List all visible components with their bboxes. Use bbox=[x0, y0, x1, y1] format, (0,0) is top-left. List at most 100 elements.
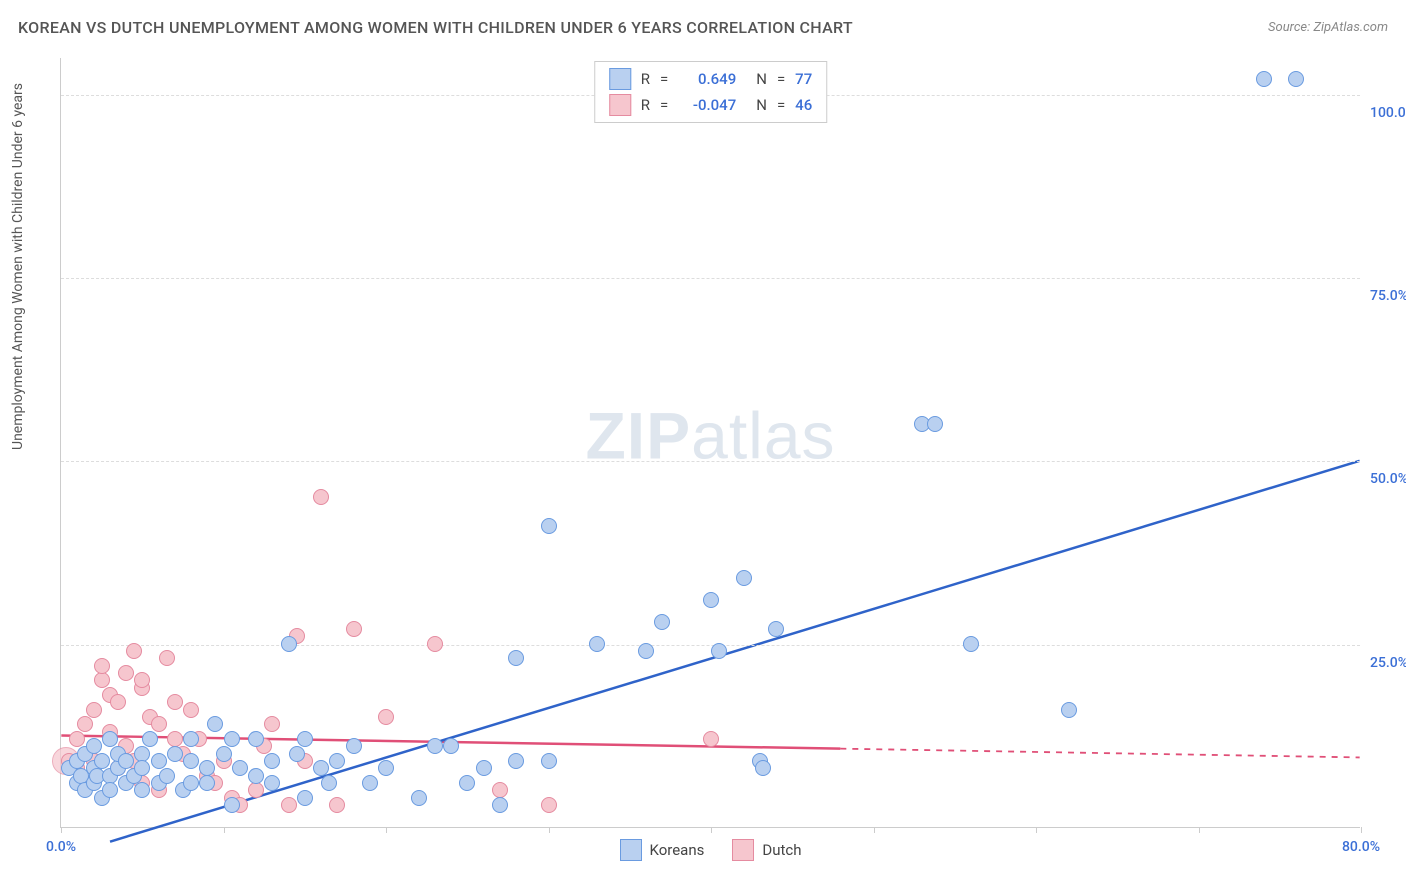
scatter-point-korean bbox=[183, 731, 199, 747]
x-tick bbox=[224, 827, 225, 833]
scatter-point-korean bbox=[768, 621, 784, 637]
scatter-point-korean bbox=[411, 790, 427, 806]
scatter-point-dutch bbox=[264, 716, 280, 732]
legend-swatch-dutch bbox=[732, 839, 754, 861]
scatter-point-korean bbox=[589, 636, 605, 652]
scatter-point-korean bbox=[508, 650, 524, 666]
legend-swatch-korean bbox=[620, 839, 642, 861]
scatter-point-korean bbox=[102, 782, 118, 798]
scatter-point-korean bbox=[134, 746, 150, 762]
scatter-point-dutch bbox=[313, 489, 329, 505]
scatter-point-korean bbox=[199, 760, 215, 776]
scatter-point-dutch bbox=[183, 702, 199, 718]
chart-title: KOREAN VS DUTCH UNEMPLOYMENT AMONG WOMEN… bbox=[18, 18, 853, 37]
legend-item-dutch: Dutch bbox=[732, 839, 801, 861]
scatter-point-dutch bbox=[86, 702, 102, 718]
scatter-point-korean bbox=[638, 643, 654, 659]
scatter-point-korean bbox=[134, 782, 150, 798]
scatter-point-korean bbox=[443, 738, 459, 754]
y-tick-label: 50.0% bbox=[1370, 471, 1406, 487]
scatter-point-dutch bbox=[94, 658, 110, 674]
legend-row-korean: R=0.649N=77 bbox=[609, 68, 812, 90]
scatter-point-korean bbox=[224, 797, 240, 813]
scatter-point-dutch bbox=[134, 672, 150, 688]
scatter-point-dutch bbox=[427, 636, 443, 652]
scatter-point-korean bbox=[151, 753, 167, 769]
trend-line-dutch-extrapolated bbox=[840, 749, 1359, 758]
gridline-horizontal bbox=[61, 645, 1360, 646]
trend-line-korean bbox=[110, 461, 1360, 842]
correlation-legend-box: R=0.649N=77R=-0.047N=46 bbox=[594, 61, 827, 123]
scatter-point-korean bbox=[159, 768, 175, 784]
source-link[interactable]: ZipAtlas.com bbox=[1313, 20, 1388, 35]
scatter-point-dutch bbox=[167, 694, 183, 710]
scatter-point-korean bbox=[297, 790, 313, 806]
scatter-point-korean bbox=[289, 746, 305, 762]
x-tick bbox=[874, 827, 875, 833]
legend-n-label: N bbox=[756, 96, 767, 114]
scatter-point-korean bbox=[207, 716, 223, 732]
scatter-point-dutch bbox=[126, 643, 142, 659]
legend-equals: = bbox=[777, 70, 785, 88]
scatter-point-korean bbox=[476, 760, 492, 776]
x-tick bbox=[386, 827, 387, 833]
x-tick bbox=[549, 827, 550, 833]
scatter-point-korean bbox=[102, 731, 118, 747]
x-tick bbox=[1361, 827, 1362, 833]
scatter-point-korean bbox=[232, 760, 248, 776]
legend-r-label: R bbox=[641, 70, 650, 88]
legend-r-label: R bbox=[641, 96, 650, 114]
legend-r-value: -0.047 bbox=[678, 96, 736, 114]
title-row: KOREAN VS DUTCH UNEMPLOYMENT AMONG WOMEN… bbox=[18, 18, 1388, 37]
scatter-point-korean bbox=[711, 643, 727, 659]
scatter-point-korean bbox=[224, 731, 240, 747]
scatter-point-korean bbox=[183, 775, 199, 791]
legend-n-value: 46 bbox=[795, 96, 812, 114]
scatter-point-dutch bbox=[703, 731, 719, 747]
chart-container: KOREAN VS DUTCH UNEMPLOYMENT AMONG WOMEN… bbox=[0, 0, 1406, 892]
scatter-point-dutch bbox=[159, 650, 175, 666]
scatter-point-korean bbox=[755, 760, 771, 776]
scatter-point-korean bbox=[492, 797, 508, 813]
scatter-point-dutch bbox=[69, 731, 85, 747]
scatter-point-korean bbox=[346, 738, 362, 754]
scatter-point-korean bbox=[248, 731, 264, 747]
source-attribution: Source: ZipAtlas.com bbox=[1268, 20, 1388, 35]
legend-equals: = bbox=[660, 96, 668, 114]
x-tick-label: 80.0% bbox=[1342, 839, 1380, 855]
scatter-point-korean bbox=[541, 518, 557, 534]
scatter-point-korean bbox=[264, 753, 280, 769]
legend-n-value: 77 bbox=[795, 70, 812, 88]
legend-swatch-korean bbox=[609, 68, 631, 90]
y-tick-label: 25.0% bbox=[1370, 655, 1406, 671]
y-tick-label: 100.0% bbox=[1370, 105, 1406, 121]
y-tick-label: 75.0% bbox=[1370, 288, 1406, 304]
legend-equals: = bbox=[777, 96, 785, 114]
scatter-point-korean bbox=[264, 775, 280, 791]
scatter-point-korean bbox=[142, 731, 158, 747]
trend-lines-svg bbox=[61, 58, 1360, 827]
scatter-point-korean bbox=[541, 753, 557, 769]
scatter-point-dutch bbox=[541, 797, 557, 813]
legend-row-dutch: R = -0.047 N = 46 bbox=[609, 94, 812, 116]
scatter-point-korean bbox=[427, 738, 443, 754]
scatter-point-dutch bbox=[378, 709, 394, 725]
scatter-point-korean bbox=[329, 753, 345, 769]
scatter-point-korean bbox=[1288, 71, 1304, 87]
scatter-point-korean bbox=[297, 731, 313, 747]
legend-swatch-dutch bbox=[609, 94, 631, 116]
legend-item-label: Dutch bbox=[762, 841, 801, 859]
scatter-point-korean bbox=[321, 775, 337, 791]
scatter-point-dutch bbox=[281, 797, 297, 813]
scatter-point-korean bbox=[1256, 71, 1272, 87]
gridline-horizontal bbox=[61, 278, 1360, 279]
series-legend: KoreansDutch bbox=[620, 839, 802, 861]
scatter-point-korean bbox=[118, 753, 134, 769]
scatter-point-korean bbox=[508, 753, 524, 769]
scatter-point-dutch bbox=[346, 621, 362, 637]
scatter-point-korean bbox=[167, 746, 183, 762]
x-tick bbox=[711, 827, 712, 833]
scatter-point-korean bbox=[703, 592, 719, 608]
scatter-point-dutch bbox=[492, 782, 508, 798]
scatter-point-dutch bbox=[118, 665, 134, 681]
